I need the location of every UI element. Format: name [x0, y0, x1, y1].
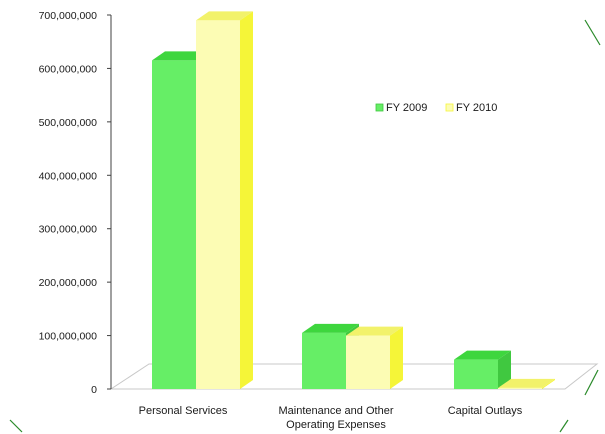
bar-fy-2010-1	[196, 11, 253, 389]
y-tick-label: 500,000,000	[39, 117, 98, 129]
bar-side	[240, 11, 253, 389]
bar-fy-2009-3	[454, 351, 511, 389]
legend-label: FY 2010	[456, 102, 497, 114]
y-axis: 700,000,000 600,000,000 500,000,000 400,000…	[39, 10, 111, 396]
edge-mark-2	[585, 370, 598, 395]
bar-front	[302, 333, 346, 389]
y-tick-label: 0	[91, 384, 97, 396]
category-labels: Personal Services Maintenance and Other Op…	[139, 405, 523, 431]
y-tick-label: 400,000,000	[39, 170, 98, 182]
legend-label: FY 2009	[386, 102, 427, 114]
bars	[152, 11, 555, 389]
edge-mark-3	[10, 420, 22, 432]
y-tick-label: 300,000,000	[39, 224, 98, 236]
category-label: Personal Services	[139, 405, 228, 417]
legend-swatch	[446, 104, 453, 111]
edge-mark-1	[585, 20, 600, 45]
bar-front	[454, 360, 498, 389]
legend: FY 2009 FY 2010	[376, 102, 497, 114]
legend-swatch	[376, 104, 383, 111]
y-tick-label: 700,000,000	[39, 10, 98, 22]
category-label: Maintenance and Other	[279, 405, 394, 417]
y-tick-label: 100,000,000	[39, 331, 98, 343]
bar-front	[196, 20, 240, 389]
y-tick-label: 600,000,000	[39, 63, 98, 75]
category-label: Capital Outlays	[448, 405, 523, 417]
bar-fy-2010-2	[346, 327, 403, 389]
y-tick-label: 200,000,000	[39, 277, 98, 289]
bar-front	[498, 388, 542, 389]
category-label: Operating Expenses	[286, 419, 386, 431]
edge-mark-4	[560, 420, 568, 432]
bar-front	[346, 336, 390, 389]
bar-side	[390, 327, 403, 389]
bar-front	[152, 60, 196, 389]
